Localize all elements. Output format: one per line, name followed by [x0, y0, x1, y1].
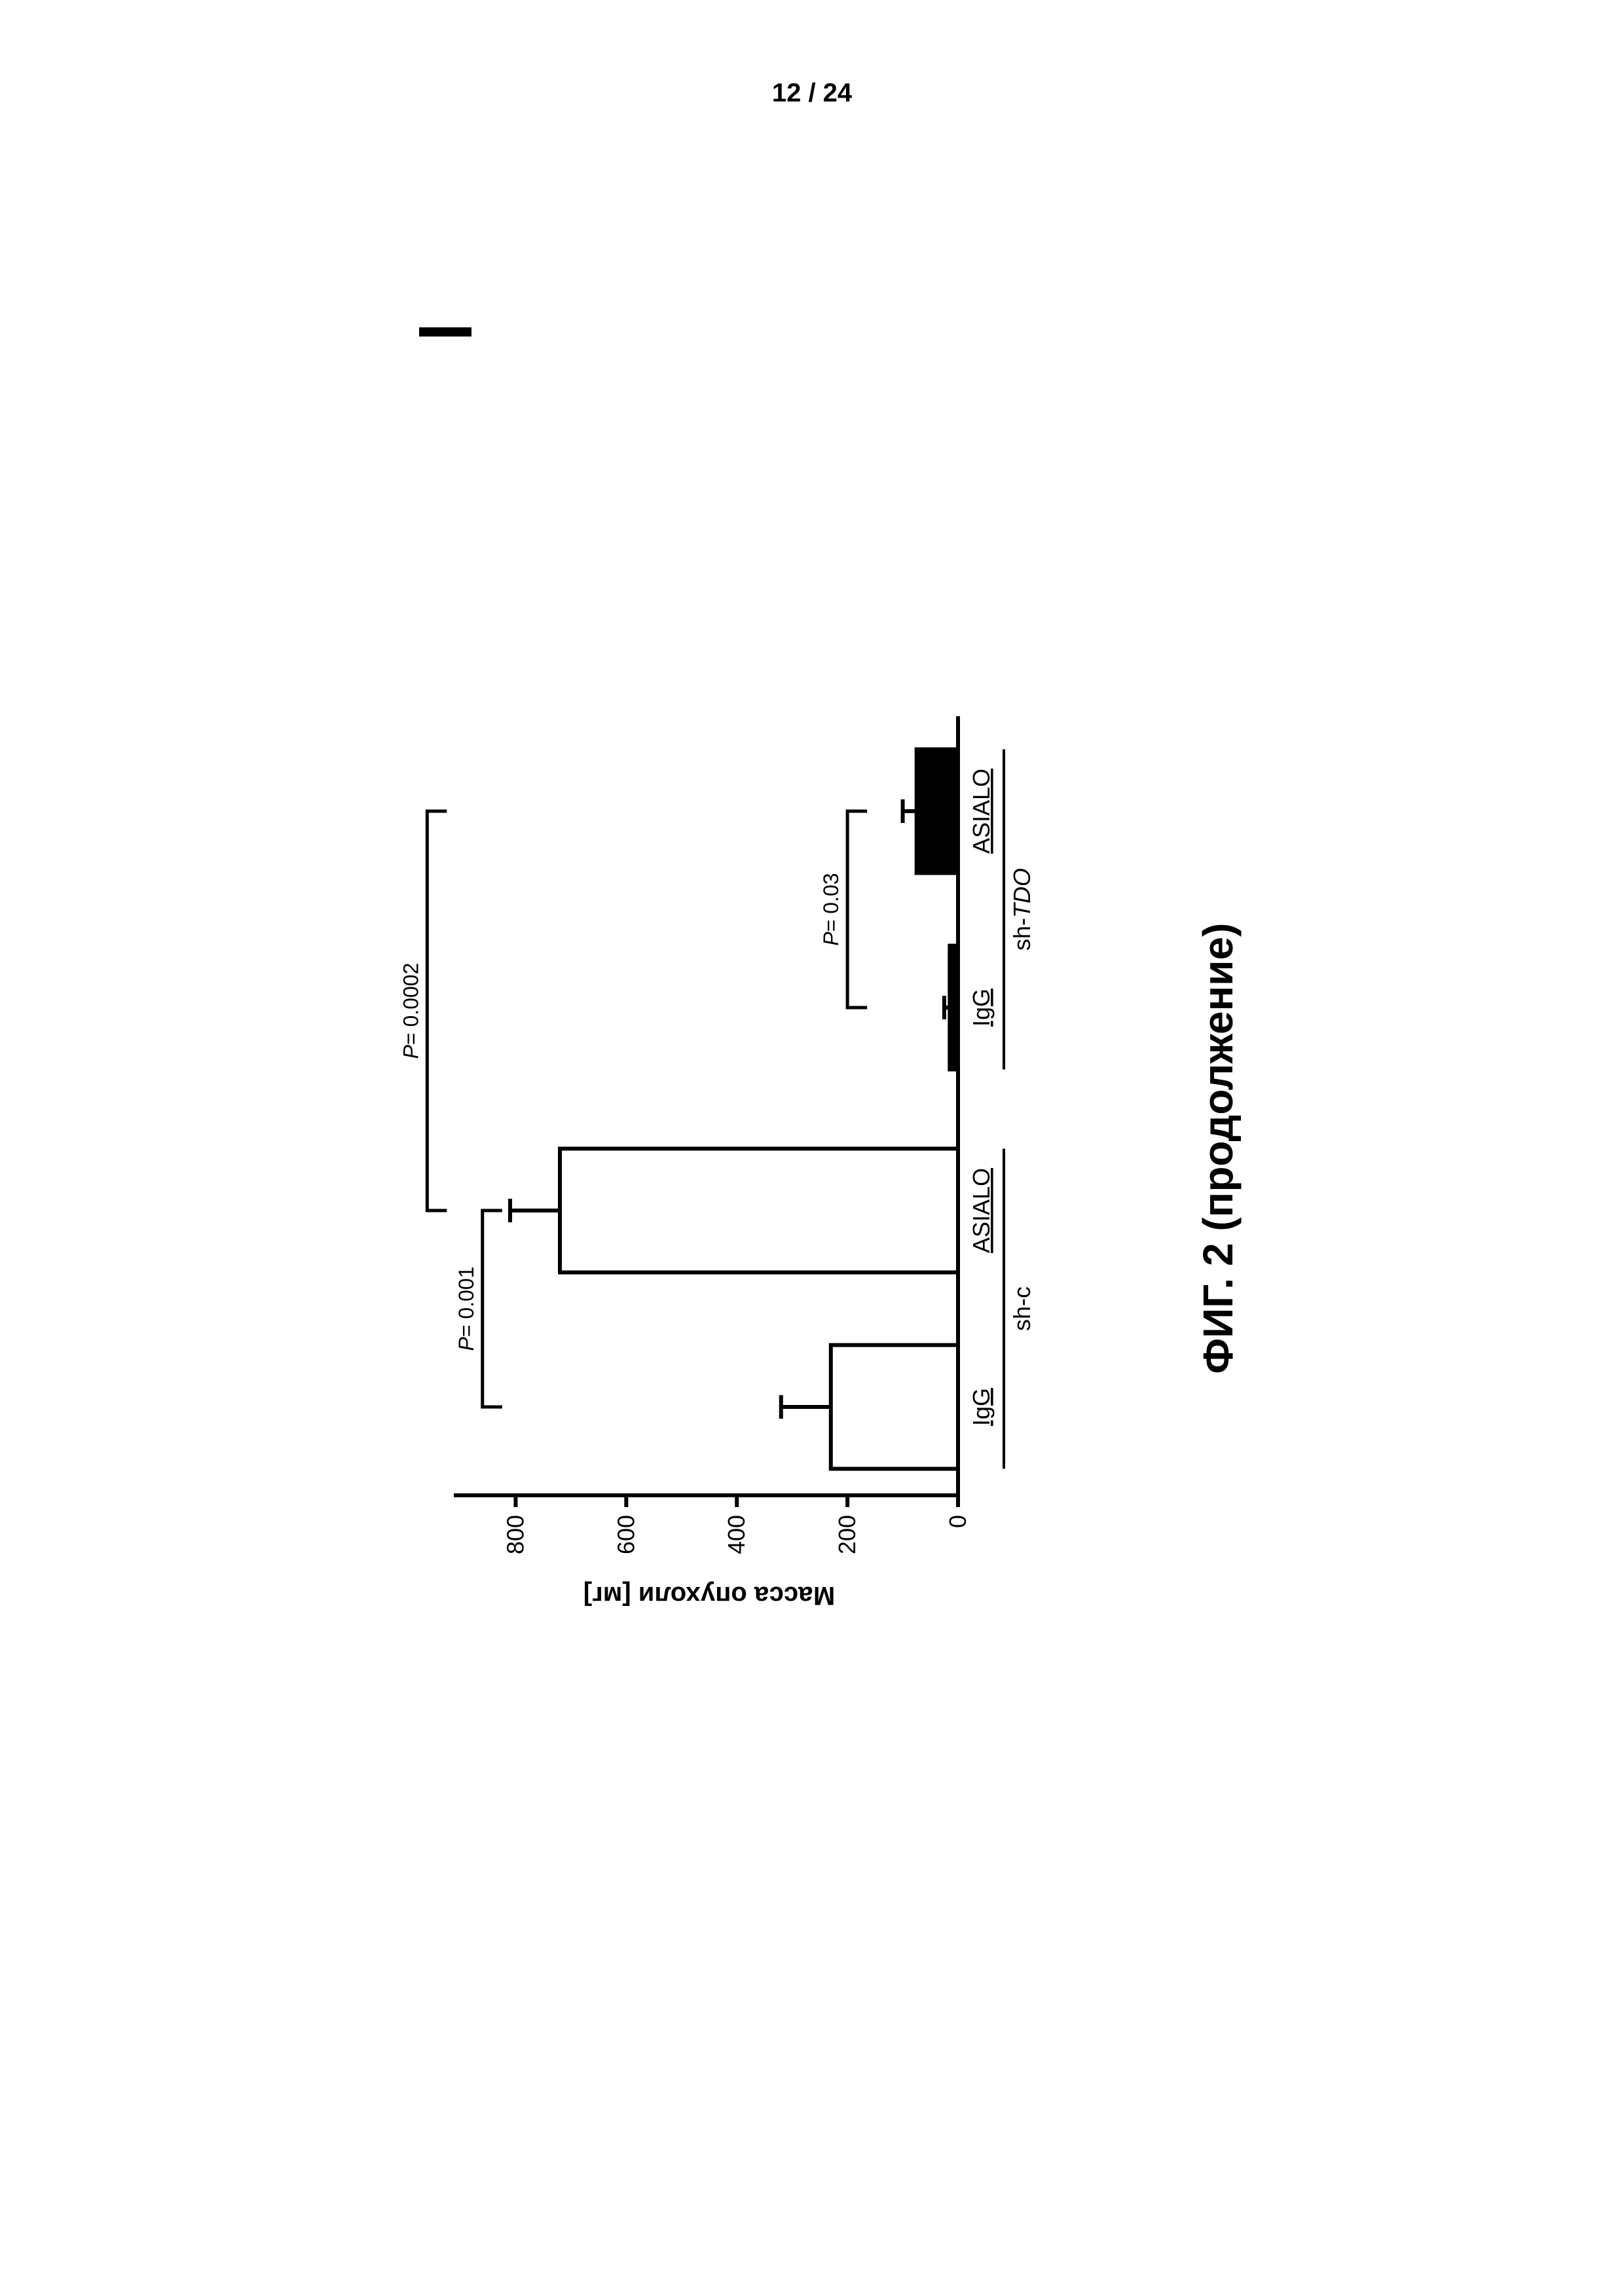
figure-caption: ФИГ. 2 (продолжение): [1194, 657, 1242, 1639]
y-tick-label: 400: [723, 1515, 750, 1554]
p-value-label: P= 0.0002: [399, 962, 422, 1059]
y-tick-label: 0: [944, 1515, 971, 1528]
p-value-bracket: [847, 811, 867, 1008]
chart-svg: 0 200 400 600 800 Масса опухоли [мг] IgG ASIALO…: [382, 657, 1168, 1639]
bar: [831, 1345, 958, 1468]
x-category-label: IgG: [968, 988, 995, 1026]
page-number: 12 / 24: [772, 79, 852, 108]
figure-wrap: 0 200 400 600 800 Масса опухоли [мг] IgG ASIALO…: [382, 657, 1242, 1639]
bar: [560, 1148, 958, 1272]
p-value-label: P= 0.001: [454, 1266, 478, 1351]
x-category-label: ASIALO: [968, 768, 995, 853]
p-value-bracket: [427, 811, 447, 1211]
p-value-bracket: [483, 1211, 502, 1407]
y-tick-label: 200: [834, 1515, 860, 1554]
y-tick-label: 600: [612, 1515, 639, 1554]
y-tick-label: 800: [502, 1515, 528, 1554]
x-category-label: ASIALO: [968, 1167, 995, 1252]
p-value-label: P= 0.03: [819, 873, 843, 945]
page: 12 / 24 0 200 400 600 800 Масса опухоли [мг] I…: [0, 0, 1624, 2296]
group-label: sh-c: [1008, 1286, 1035, 1330]
y-axis-title: Масса опухоли [мг]: [583, 1581, 835, 1610]
panel-letter-mark: [419, 327, 471, 337]
bar-chart: 0 200 400 600 800 Масса опухоли [мг] IgG ASIALO…: [382, 657, 1168, 1639]
group-label: sh-TDO: [1008, 867, 1035, 950]
bar: [917, 749, 958, 873]
x-category-label: IgG: [968, 1387, 995, 1425]
